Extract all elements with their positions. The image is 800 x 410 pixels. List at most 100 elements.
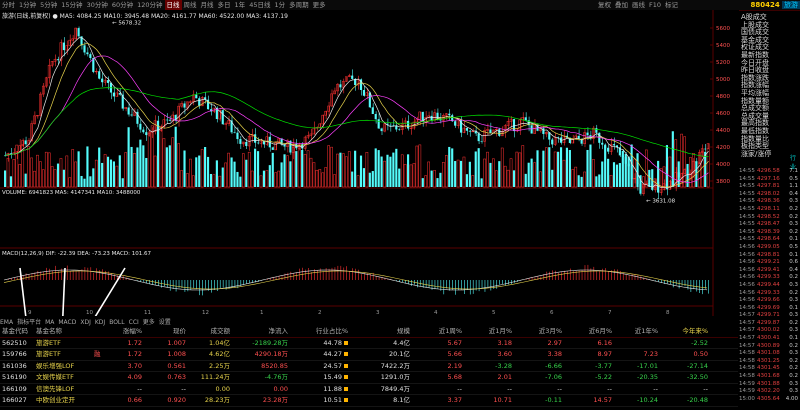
tick-row: 14:56 4299.05 0.5	[739, 244, 800, 252]
tick-volume: 0.6	[789, 259, 798, 266]
cell-code: 166027	[2, 396, 27, 404]
candle-body	[265, 136, 269, 145]
cell-pct: 10.51	[300, 395, 348, 406]
stat-label: 最新指数	[741, 50, 769, 59]
cell-m1: 2.01	[497, 373, 512, 381]
column-header[interactable]: 近1年%	[634, 327, 658, 335]
volume-bar	[301, 149, 304, 187]
candle-body	[59, 42, 63, 61]
volume-bar	[156, 125, 160, 187]
volume-bar	[280, 162, 283, 187]
period-tab[interactable]: 周线	[183, 1, 197, 9]
column-header[interactable]: 规模	[397, 327, 410, 335]
cell-m1: 3.60	[497, 350, 512, 358]
period-tab[interactable]: 更多	[312, 1, 326, 9]
volume-bar	[121, 178, 124, 187]
volume-bar	[409, 164, 413, 188]
indicator-tab[interactable]: MACD	[58, 319, 77, 326]
indicator-tab[interactable]: CCI	[128, 319, 139, 326]
indicator-tab[interactable]: BOLL	[109, 319, 125, 326]
period-tab[interactable]: 45日线	[249, 1, 271, 9]
stat-label: 指数涨幅	[741, 81, 769, 90]
column-header[interactable]: 近3月%	[538, 327, 562, 335]
cell-ytd: -2.52	[691, 338, 708, 347]
indicator-tab[interactable]: XDJ	[80, 319, 91, 326]
volume-bar	[665, 145, 669, 187]
column-header[interactable]: 近1周%	[438, 327, 462, 335]
period-tab[interactable]: 30分钟	[86, 1, 108, 9]
table-row[interactable]: 166027 中欧创业定开 0.66 0.920 28.23万 23.28万 10.51 8.…	[0, 395, 738, 407]
toolbar-item[interactable]: 叠加	[615, 1, 628, 9]
column-header[interactable]: 涨幅%	[122, 327, 142, 335]
period-tab[interactable]: 日线	[164, 0, 182, 10]
cell-ytd: --	[703, 384, 708, 393]
candle-body	[189, 101, 192, 103]
candle-body	[430, 115, 433, 121]
column-header[interactable]: 现价	[173, 327, 186, 335]
candle-body	[486, 129, 489, 131]
volume-bar	[527, 162, 530, 187]
column-header[interactable]: 基金名称	[36, 327, 62, 335]
period-tab[interactable]: 60分钟	[111, 1, 134, 9]
candle-body	[174, 115, 177, 121]
volume-bar	[671, 131, 674, 187]
column-header[interactable]: 净流入	[268, 327, 289, 335]
tick-volume: 0.3	[789, 327, 798, 334]
tick-volume: 0.3	[789, 312, 798, 319]
volume-bar	[459, 160, 463, 187]
cell-amount: 0.00	[215, 384, 230, 393]
volume-bar	[289, 161, 292, 187]
toolbar-item[interactable]: 标记	[665, 1, 679, 9]
candle-body	[236, 132, 239, 140]
tick-price: 4298.02	[757, 190, 780, 197]
indicator-tab[interactable]: KDJ	[94, 319, 106, 326]
indicator-tab[interactable]: 更多	[142, 319, 155, 326]
volume-bar	[215, 160, 218, 187]
table-row[interactable]: 159766 旅游ETF 融 1.72 1.008 4.62亿 4290.18万 44.27 2…	[0, 349, 738, 361]
table-row[interactable]: 516190 文娱传媒ETF 4.09 0.763 111.24万 -4.76万 15.49…	[0, 372, 738, 384]
volume-bar	[674, 139, 678, 188]
period-tab[interactable]: 5分钟	[40, 1, 58, 9]
period-tab[interactable]: 月线	[200, 1, 214, 9]
tick-price: 4299.33	[757, 289, 780, 296]
indicator-tab[interactable]: EMA	[0, 319, 14, 326]
period-tab[interactable]: 多日	[217, 1, 231, 9]
volume-bar	[312, 162, 316, 188]
period-tab[interactable]: 1分钟	[19, 1, 37, 9]
column-header[interactable]: 行业占比%	[315, 327, 348, 335]
table-row[interactable]: 562510 旅游ETF 1.72 1.007 1.04亿 -2189.28万 44.78 4…	[0, 338, 738, 349]
toolbar-item[interactable]: F10	[649, 1, 662, 9]
toolbar-item[interactable]: 复权	[598, 1, 611, 9]
column-header[interactable]: 今年来%	[682, 327, 708, 335]
indicator-tab[interactable]: 设置	[158, 319, 171, 326]
candle-body	[118, 92, 121, 95]
kline-chart[interactable]: 5600 5400 5200 5000 4800 4600 4400 4200 4000 3800…	[0, 10, 739, 316]
candle-body	[333, 90, 336, 95]
month-label: 12	[202, 310, 209, 316]
column-header[interactable]: 近6月%	[588, 327, 612, 335]
period-tab[interactable]: 多周期	[289, 1, 309, 9]
period-tab[interactable]: 分时	[2, 1, 15, 9]
candle-body	[409, 127, 413, 129]
candle-body	[218, 109, 222, 120]
period-tab[interactable]: 1分	[274, 1, 286, 9]
column-header[interactable]: 基金代码	[2, 327, 28, 335]
table-row[interactable]: 166109 信澳先锋LOF -- -- 0.00 0.00 11.88 7849.4万 -- -…	[0, 384, 738, 395]
period-tab[interactable]: 120分钟	[137, 1, 163, 9]
column-header[interactable]: 成交额	[210, 327, 231, 335]
period-tab[interactable]: 1年	[234, 1, 246, 9]
period-tab[interactable]: 15分钟	[61, 1, 83, 9]
indicator-tab[interactable]: MA	[45, 319, 55, 326]
table-row[interactable]: 161036 娱乐增强LOF 3.70 0.561 2.25万 8520.85 24.57 7…	[0, 361, 738, 372]
volume-bar	[4, 170, 7, 187]
volume-bar	[651, 169, 654, 187]
column-header[interactable]: 近1月%	[488, 327, 512, 335]
volume-bar	[295, 151, 298, 187]
toolbar-item[interactable]: 画线	[632, 1, 645, 9]
volume-bar	[221, 167, 224, 187]
tick-time: 14:59	[739, 388, 755, 395]
indicator-tab[interactable]: 指标平台	[17, 319, 42, 326]
volume-bar	[139, 139, 142, 187]
volume-bar	[612, 162, 616, 187]
volume-bar	[15, 144, 19, 188]
